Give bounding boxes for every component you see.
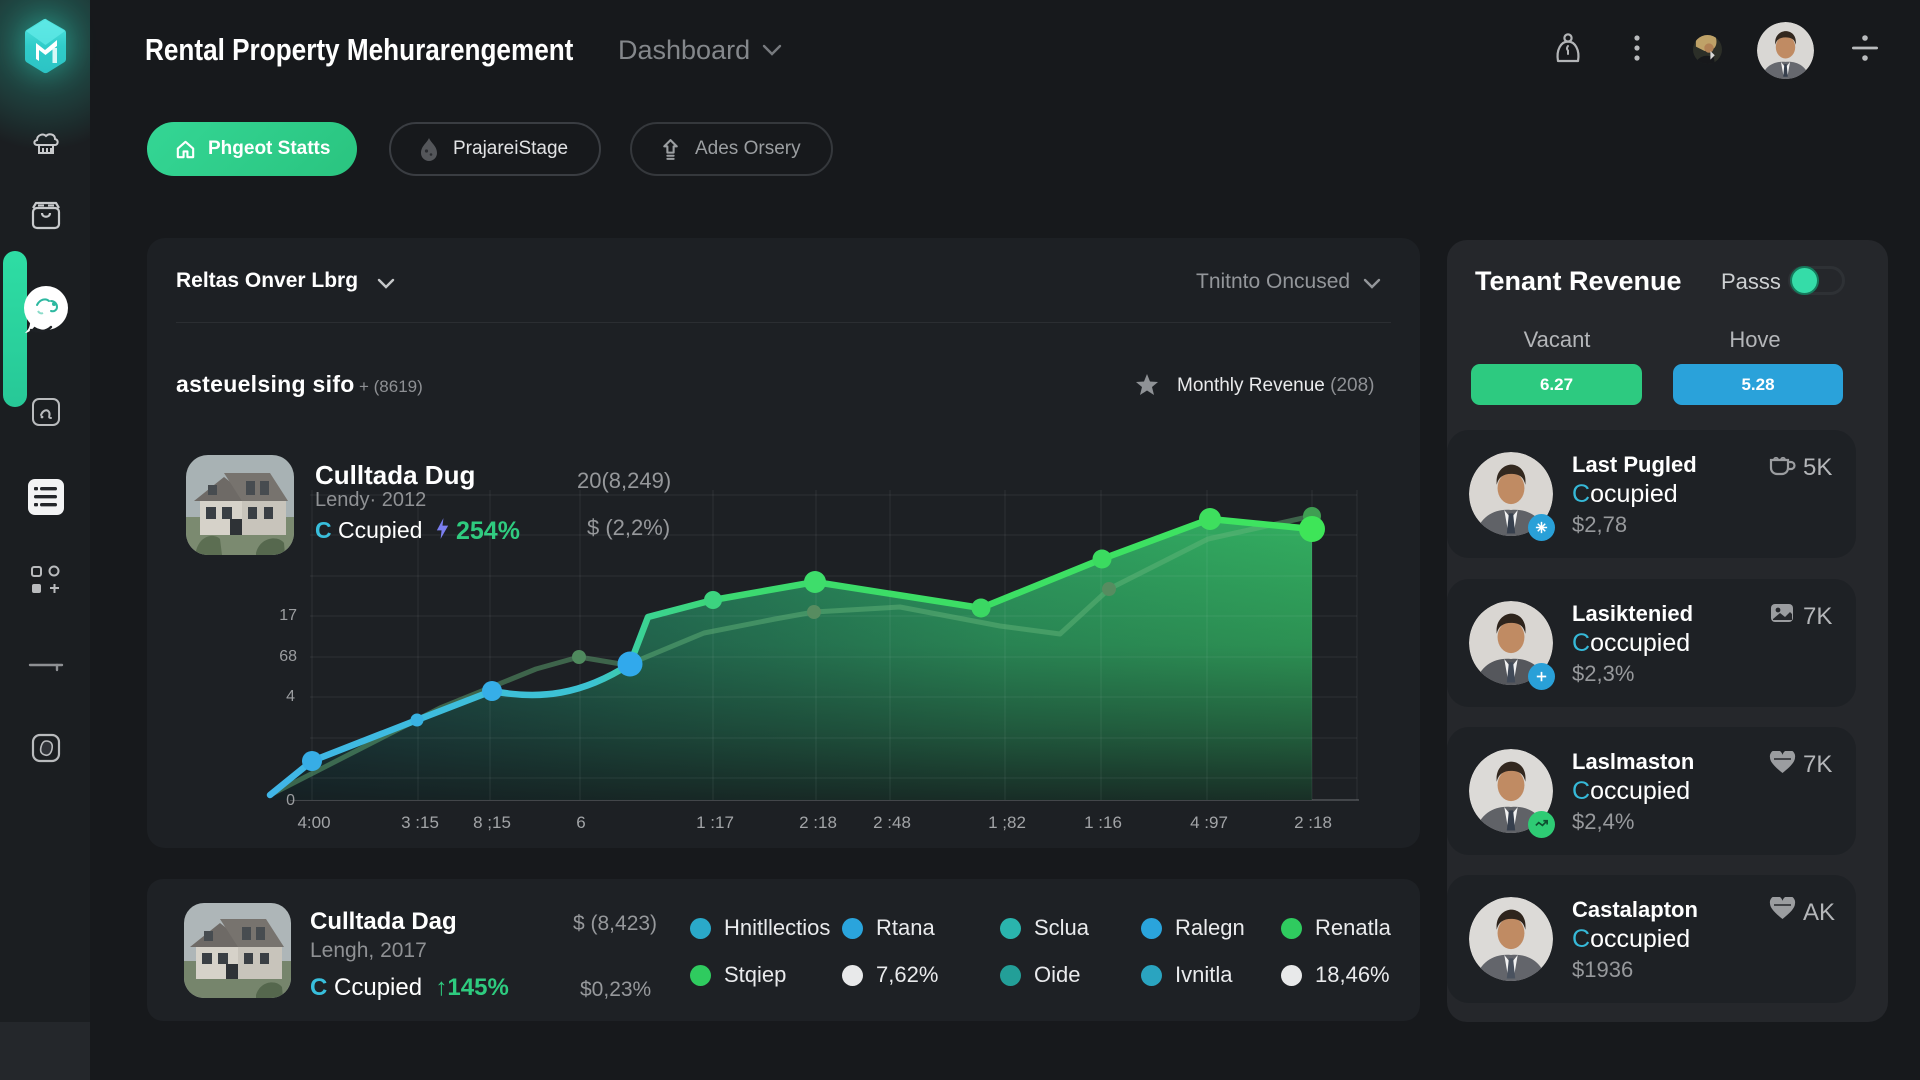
svg-text:6: 6 xyxy=(576,813,585,832)
svg-text:17: 17 xyxy=(279,607,297,624)
svg-text:8 ;15: 8 ;15 xyxy=(473,813,511,832)
svg-text:2 :48: 2 :48 xyxy=(873,813,911,832)
svg-text:1 :17: 1 :17 xyxy=(696,813,734,832)
svg-text:4:00: 4:00 xyxy=(297,813,330,832)
svg-text:3 :15: 3 :15 xyxy=(401,813,439,832)
svg-text:1 ;82: 1 ;82 xyxy=(988,813,1026,832)
svg-text:0: 0 xyxy=(286,792,295,809)
svg-text:4: 4 xyxy=(286,688,295,705)
svg-text:68: 68 xyxy=(279,648,297,665)
svg-text:2 :18: 2 :18 xyxy=(799,813,837,832)
svg-text:2 :18: 2 :18 xyxy=(1294,813,1332,832)
svg-text:1 :16: 1 :16 xyxy=(1084,813,1122,832)
svg-text:4 :97: 4 :97 xyxy=(1190,813,1228,832)
